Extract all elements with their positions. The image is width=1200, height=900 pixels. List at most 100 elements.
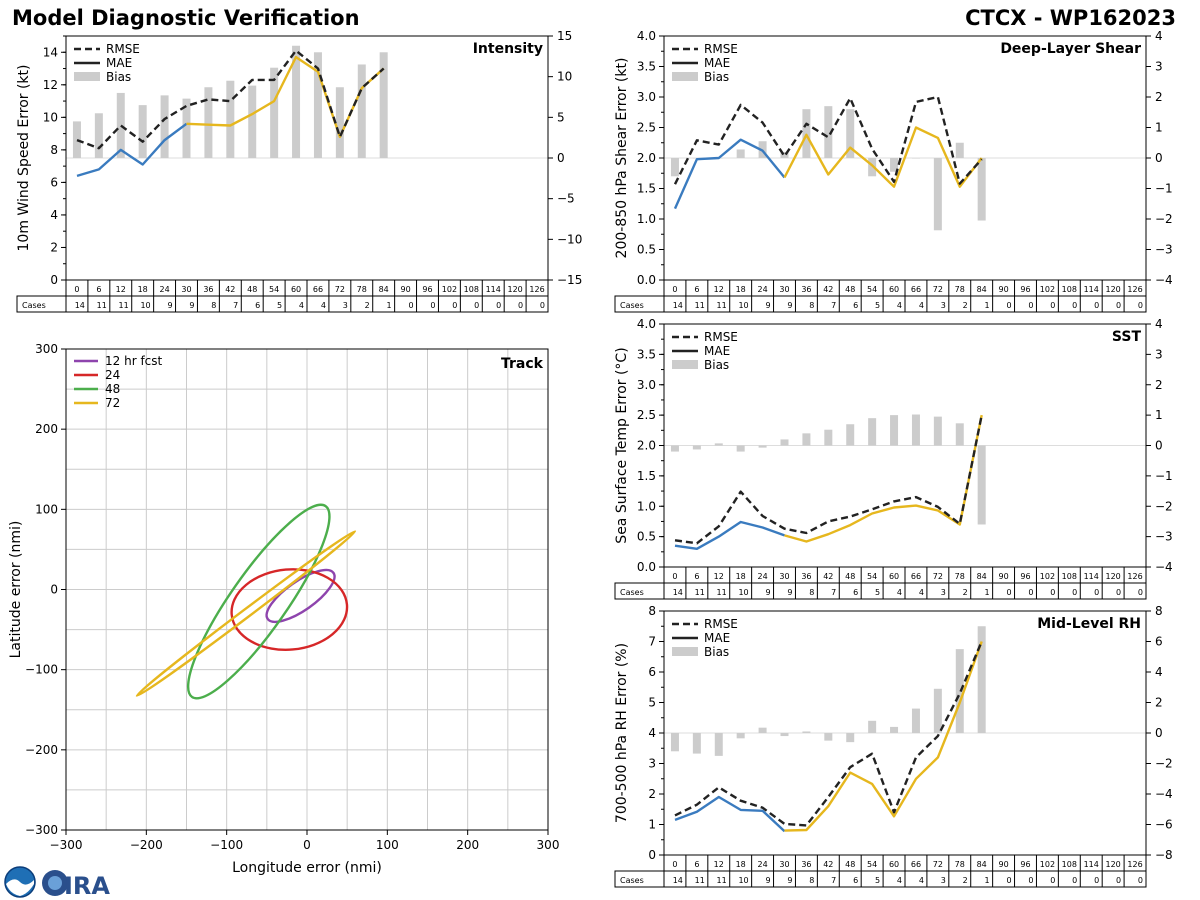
mae-line-blue [673, 138, 786, 210]
cases-count-cell: 1 [985, 588, 990, 597]
cases-count-cell: 5 [277, 301, 282, 310]
bias-bar [846, 109, 855, 158]
lead-time-cell: 48 [845, 285, 855, 294]
bias-bar [670, 445, 679, 452]
y2-tick-label: 3 [1155, 347, 1163, 361]
cases-count-cell: 6 [853, 301, 858, 310]
legend-bias-swatch [672, 360, 698, 369]
bias-bar [846, 733, 855, 743]
y2-tick-label: −2 [1155, 499, 1173, 513]
cases-count-cell: 7 [831, 876, 836, 885]
cases-count-cell: 4 [321, 301, 326, 310]
y-axis-label: Sea Surface Temp Error (°C) [614, 347, 630, 543]
chart-intensity: 02468101214−15−10−5051015RMSEMAEBiasInte… [16, 29, 582, 313]
y-tick-label: 5 [648, 696, 656, 710]
cases-count-cell: 0 [1006, 588, 1011, 597]
lead-time-cell: 90 [998, 572, 1008, 581]
cases-count-cell: 4 [919, 301, 924, 310]
legend-mae-label: MAE [704, 56, 730, 70]
cases-count-cell: 11 [717, 301, 727, 310]
bias-bar [138, 105, 147, 158]
y-axis-label: 200-850 hPa Shear Error (kt) [614, 58, 630, 259]
bias-bar [72, 121, 81, 158]
lead-time-cell: 102 [1040, 860, 1055, 869]
cases-count-cell: 0 [1094, 588, 1099, 597]
y2-tick-label: 10 [557, 70, 572, 84]
cases-count-cell: 2 [365, 301, 370, 310]
y-tick-label: 0.0 [637, 560, 656, 574]
lead-time-cell: 36 [801, 572, 811, 581]
lead-time-cell: 0 [672, 285, 677, 294]
x-tick-label: 300 [537, 838, 560, 852]
legend-label: 12 hr fcst [105, 354, 163, 368]
cira-logo-icon: IRA [42, 870, 110, 900]
bias-bar [182, 98, 191, 158]
cases-count-cell: 6 [853, 588, 858, 597]
agency-logos: IRA [4, 866, 110, 900]
bias-bar [736, 733, 745, 739]
y-axis-label: Latitude error (nmi) [8, 521, 24, 659]
cases-count-cell: 0 [1028, 876, 1033, 885]
cases-count-cell: 0 [1072, 588, 1077, 597]
lead-time-cell: 108 [1062, 860, 1077, 869]
cases-count-cell: 0 [1050, 588, 1055, 597]
y-tick-label: 1 [648, 818, 656, 832]
cases-count-cell: 0 [1072, 301, 1077, 310]
error-ellipse [135, 530, 357, 698]
y-tick-label: 0 [50, 583, 58, 597]
cases-count-cell: 11 [695, 876, 705, 885]
cases-count-cell: 6 [853, 876, 858, 885]
bias-bar [890, 726, 899, 733]
cases-count-cell: 9 [765, 588, 770, 597]
bias-bar [160, 95, 169, 158]
y-tick-label: 300 [35, 342, 58, 356]
bias-bar [335, 87, 344, 158]
bias-bar [868, 720, 877, 733]
lead-time-cell: 48 [845, 572, 855, 581]
y-tick-label: 8 [648, 604, 656, 618]
y-tick-label: 2 [50, 240, 58, 254]
bias-bar [911, 414, 920, 446]
svg-text:IRA: IRA [64, 872, 110, 900]
mae-line-yellow [783, 126, 983, 188]
y-tick-label: 0.0 [637, 273, 656, 287]
cases-count-cell: 0 [1138, 301, 1143, 310]
legend-label: 72 [105, 396, 120, 410]
bias-bar [846, 424, 855, 446]
x-tick-label: −300 [50, 838, 83, 852]
panel-title: SST [1112, 329, 1142, 345]
cases-count-cell: 5 [875, 588, 880, 597]
lead-time-cell: 42 [823, 285, 833, 294]
lead-time-cell: 84 [977, 572, 987, 581]
bias-bar [780, 439, 789, 446]
y-tick-label: 4 [648, 726, 656, 740]
y-tick-label: 2 [648, 787, 656, 801]
bias-bar [248, 85, 257, 158]
cases-header-cell [614, 582, 665, 600]
cases-table: Cases01461112111810249309368427486545604… [614, 279, 1147, 313]
y2-tick-label: 1 [1155, 408, 1163, 422]
y2-tick-label: 15 [557, 29, 572, 43]
lead-time-cell: 120 [1105, 860, 1120, 869]
bias-bar [890, 415, 899, 446]
cases-count-cell: 0 [1050, 876, 1055, 885]
chart-rh: 012345678−8−6−4−202468RMSEMAEBiasMid-Lev… [614, 604, 1173, 888]
cases-header-cell [614, 295, 665, 313]
cases-count-cell: 6 [255, 301, 260, 310]
cases-count-cell: 0 [430, 301, 435, 310]
lead-time-cell: 6 [96, 285, 101, 294]
cases-count-cell: 10 [738, 301, 748, 310]
bias-bar [670, 158, 679, 177]
y-tick-label: 100 [35, 502, 58, 516]
cases-count-cell: 9 [765, 301, 770, 310]
cases-count-cell: 8 [211, 301, 216, 310]
cases-count-cell: 14 [75, 301, 85, 310]
y-tick-label: −200 [25, 743, 58, 757]
lead-time-cell: 54 [867, 572, 877, 581]
cases-count-cell: 0 [1006, 301, 1011, 310]
cases-table: Cases01461112111810249309368427486545604… [614, 566, 1147, 600]
error-ellipse [230, 568, 349, 651]
legend-bias-swatch [74, 72, 100, 81]
cases-count-cell: 2 [963, 588, 968, 597]
